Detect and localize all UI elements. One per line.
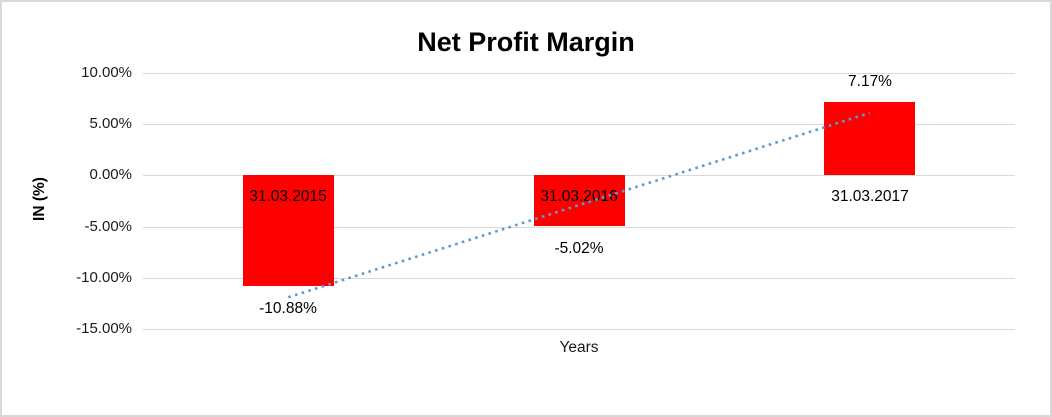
gridline: [143, 329, 1015, 330]
bar-category-label: 31.03.2016: [540, 188, 618, 205]
gridline: [143, 73, 1015, 74]
bar-data-label: -5.02%: [554, 240, 604, 257]
y-tick-label: 10.00%: [81, 64, 132, 81]
y-tick-label: -10.00%: [76, 269, 132, 286]
x-axis-title: Years: [559, 339, 599, 356]
bar-category-label: 31.03.2015: [249, 188, 327, 205]
bar-category-label: 31.03.2017: [831, 188, 909, 205]
y-tick-label: -5.00%: [84, 218, 132, 235]
bar-data-label: -10.88%: [259, 300, 317, 317]
bar-data-label: 7.17%: [848, 73, 892, 90]
chart-title: Net Profit Margin: [417, 27, 635, 57]
y-tick-label: 0.00%: [89, 166, 132, 183]
bar: [824, 102, 915, 175]
y-tick-label: -15.00%: [76, 320, 132, 337]
y-tick-label: 5.00%: [89, 115, 132, 132]
